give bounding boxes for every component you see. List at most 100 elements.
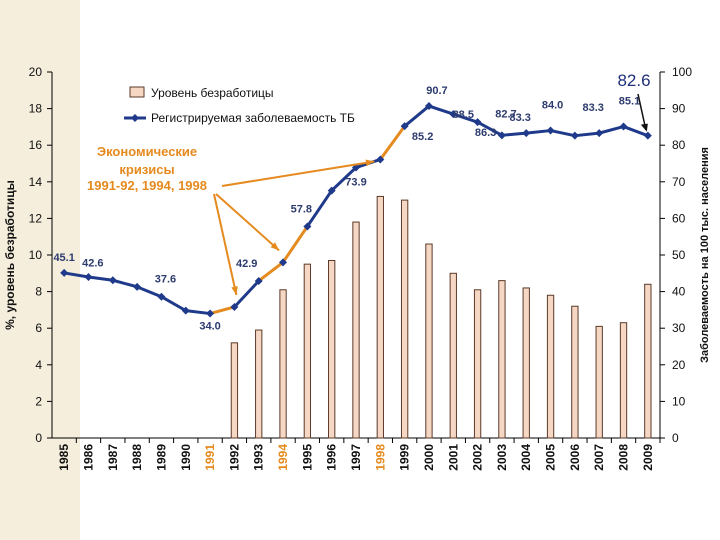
tb-line-marker xyxy=(133,282,142,291)
y-right-tick-label: 40 xyxy=(672,285,686,299)
tb-line-marker xyxy=(424,102,433,111)
y-right-tick-label: 0 xyxy=(672,431,679,445)
unemployment-bar xyxy=(255,329,263,439)
annotation-text: Экономические xyxy=(97,144,197,159)
unemployment-bar xyxy=(230,342,239,439)
tb-line-segment xyxy=(524,129,553,135)
tb-line-segment xyxy=(232,279,261,309)
y-right-tick-label: 10 xyxy=(672,394,686,408)
tb-data-label: 45.1 xyxy=(53,252,74,264)
tb-line-marker xyxy=(254,276,263,285)
y-left-tick-label: 2 xyxy=(35,394,42,408)
x-tick-label: 1989 xyxy=(154,444,168,471)
tb-line-segment xyxy=(208,305,236,316)
tb-line-segment xyxy=(86,275,115,282)
tb-data-label: 85.2 xyxy=(412,131,433,143)
tb-line-segment xyxy=(257,260,285,283)
x-tick-label: 1995 xyxy=(300,444,314,471)
tb-line-marker xyxy=(279,258,288,267)
tb-data-label: 42.9 xyxy=(236,258,257,270)
x-tick-label: 2008 xyxy=(617,444,631,471)
x-tick-label: 2000 xyxy=(422,444,436,471)
x-tick-label: 1990 xyxy=(179,444,193,471)
tb-line-segment xyxy=(305,189,334,228)
tb-data-label: 42.6 xyxy=(82,257,103,269)
tb-line-segment xyxy=(281,224,309,264)
annotation-arrowhead xyxy=(365,159,375,167)
unemployment-bar xyxy=(449,272,457,439)
unemployment-bar xyxy=(595,325,603,439)
x-tick-label: 1994 xyxy=(276,444,290,471)
y-left-tick-label: 6 xyxy=(35,321,42,335)
x-tick-label: 2004 xyxy=(519,444,533,471)
annotation-arrowhead xyxy=(270,242,280,251)
unemployment-bar xyxy=(522,287,530,439)
tb-data-label: 85.1 xyxy=(619,96,640,108)
tb-line-marker xyxy=(303,222,312,231)
x-tick-label: 2009 xyxy=(641,444,655,471)
unemployment-bar xyxy=(376,195,384,439)
y-right-tick-label: 90 xyxy=(672,102,686,116)
x-tick-label: 1999 xyxy=(398,444,412,471)
tb-line-marker xyxy=(206,309,215,318)
tb-data-label: 86.3 xyxy=(475,127,496,139)
tb-line-segment xyxy=(476,120,504,137)
unemployment-bar xyxy=(571,305,579,439)
y-right-tick-label: 50 xyxy=(672,248,686,262)
tb-data-label: 37.6 xyxy=(155,274,176,286)
tb-data-label: 82.7 xyxy=(495,108,516,120)
y-right-tick-label: 70 xyxy=(672,175,686,189)
tb-line-marker xyxy=(473,118,482,127)
tb-line-marker xyxy=(157,292,166,301)
tb-data-label: 88.5 xyxy=(453,109,474,121)
y-right-tick-label: 100 xyxy=(672,65,692,79)
y-left-tick-label: 16 xyxy=(29,138,43,152)
unemployment-bar xyxy=(425,243,433,439)
x-tick-label: 2005 xyxy=(544,444,558,471)
y-left-tick-label: 10 xyxy=(29,248,43,262)
tb-data-label: 34.0 xyxy=(199,321,220,333)
tb-line-segment xyxy=(549,129,577,138)
unemployment-bar xyxy=(400,199,409,439)
x-tick-label: 2006 xyxy=(568,444,582,471)
y-left-tick-label: 18 xyxy=(29,102,43,116)
tb-line-marker xyxy=(522,129,531,138)
x-tick-label: 2002 xyxy=(471,444,485,471)
tb-line-segment xyxy=(330,166,358,193)
tb-data-label: 90.7 xyxy=(426,85,447,97)
unemployment-bar xyxy=(279,289,287,439)
legend-line-marker xyxy=(131,114,139,122)
y-left-tick-label: 14 xyxy=(29,175,43,189)
tb-line-marker xyxy=(497,131,506,140)
annotation-arrowhead xyxy=(231,286,238,295)
tb-line-marker xyxy=(449,110,458,119)
tb-line-segment xyxy=(111,278,139,289)
callout-arrow-line xyxy=(637,93,647,130)
tb-line-segment xyxy=(573,131,601,138)
x-tick-label: 1993 xyxy=(252,444,266,471)
legend-bar-swatch xyxy=(129,86,145,98)
y-left-tick-label: 20 xyxy=(29,65,43,79)
tb-line-segment xyxy=(135,285,163,299)
x-tick-label: 1998 xyxy=(373,444,387,471)
unemployment-bar xyxy=(644,283,652,439)
unemployment-bar xyxy=(619,322,628,439)
tb-data-label: 83.3 xyxy=(510,112,531,124)
annotation-arrow-line xyxy=(215,193,280,252)
y-right-tick-label: 30 xyxy=(672,321,686,335)
x-tick-label: 1985 xyxy=(57,444,71,471)
x-tick-label: 2003 xyxy=(495,444,509,471)
y-right-tick-label: 80 xyxy=(672,138,686,152)
y-left-tick-label: 4 xyxy=(35,358,42,372)
y-left-title: %, уровень безработицы xyxy=(3,180,17,330)
tb-line-segment xyxy=(403,104,431,128)
tb-line-marker xyxy=(108,276,117,285)
tb-line-marker xyxy=(84,272,93,281)
y-right-tick-label: 20 xyxy=(672,358,686,372)
x-tick-label: 1987 xyxy=(106,444,120,471)
tb-data-label: 57.8 xyxy=(291,203,312,215)
tb-line-marker xyxy=(619,122,628,131)
tb-line-marker xyxy=(570,131,579,140)
